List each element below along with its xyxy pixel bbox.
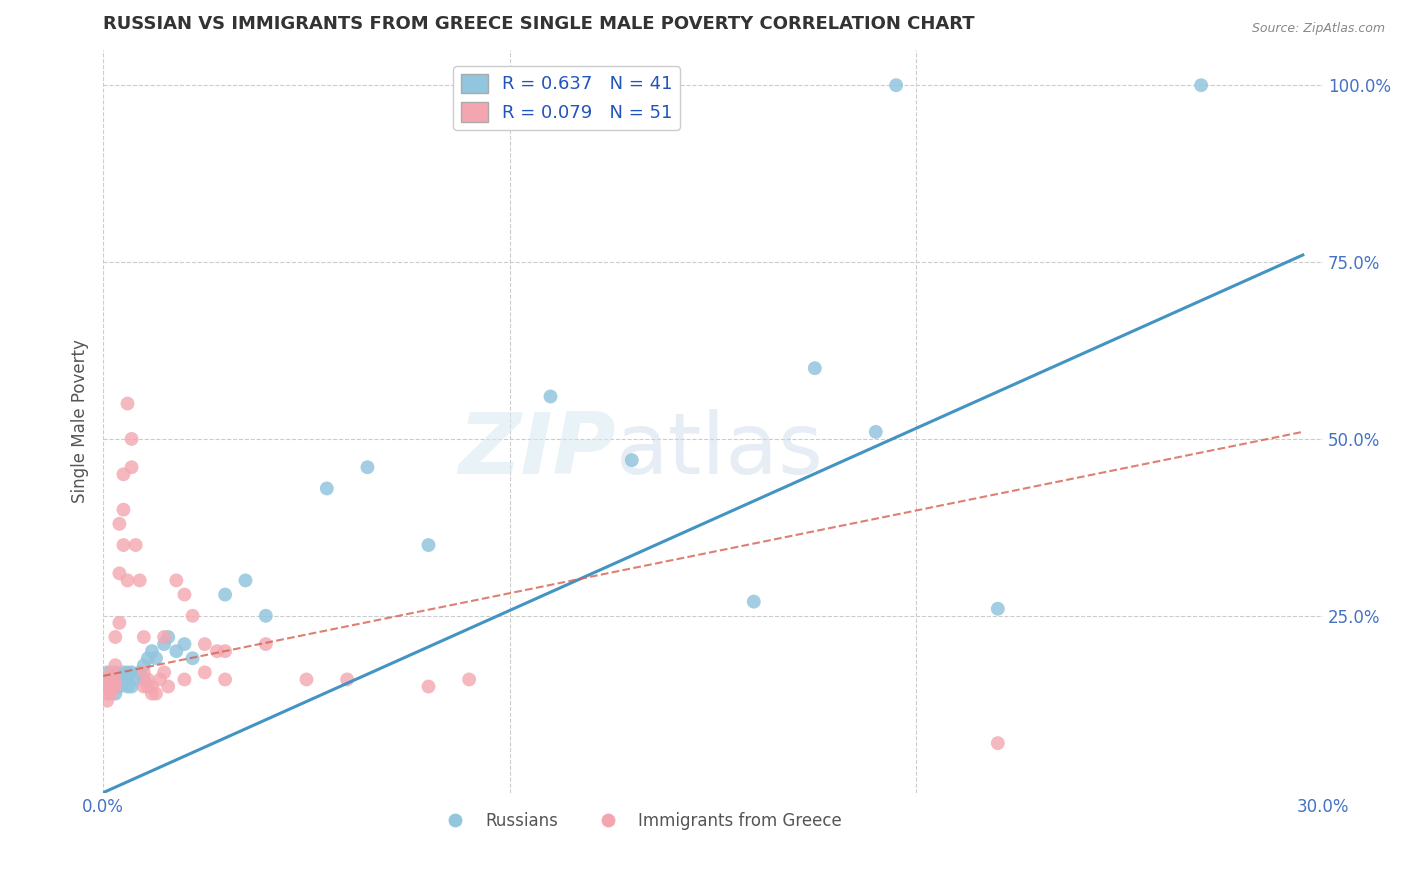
Point <box>136 680 159 694</box>
Point <box>112 673 135 687</box>
Point <box>117 396 139 410</box>
Point <box>112 538 135 552</box>
Point <box>136 651 159 665</box>
Point <box>121 460 143 475</box>
Point <box>117 665 139 680</box>
Point <box>100 665 122 680</box>
Point <box>153 637 176 651</box>
Point <box>620 453 643 467</box>
Point <box>100 680 122 694</box>
Y-axis label: Single Male Poverty: Single Male Poverty <box>72 339 89 503</box>
Point <box>108 680 131 694</box>
Point <box>124 538 146 552</box>
Point <box>117 574 139 588</box>
Point <box>128 665 150 680</box>
Point <box>987 736 1010 750</box>
Point <box>153 630 176 644</box>
Point <box>100 680 122 694</box>
Point <box>153 665 176 680</box>
Point <box>132 658 155 673</box>
Point <box>336 673 359 687</box>
Point <box>104 630 127 644</box>
Point <box>121 665 143 680</box>
Point <box>96 680 118 694</box>
Point <box>108 673 131 687</box>
Point <box>194 665 217 680</box>
Point <box>108 566 131 581</box>
Point <box>104 687 127 701</box>
Point <box>100 687 122 701</box>
Point <box>315 482 337 496</box>
Point <box>165 574 187 588</box>
Legend: Russians, Immigrants from Greece: Russians, Immigrants from Greece <box>432 805 848 837</box>
Point <box>235 574 257 588</box>
Point <box>104 665 127 680</box>
Text: atlas: atlas <box>616 409 824 492</box>
Point <box>100 673 122 687</box>
Point <box>112 467 135 482</box>
Point <box>145 687 167 701</box>
Point <box>132 680 155 694</box>
Point <box>117 680 139 694</box>
Point <box>987 601 1010 615</box>
Point <box>104 673 127 687</box>
Point <box>865 425 887 439</box>
Point <box>132 673 155 687</box>
Point <box>157 680 180 694</box>
Point <box>100 673 122 687</box>
Point <box>356 460 378 475</box>
Point <box>141 687 163 701</box>
Point <box>124 673 146 687</box>
Point <box>254 608 277 623</box>
Point <box>136 673 159 687</box>
Point <box>96 665 118 680</box>
Text: Source: ZipAtlas.com: Source: ZipAtlas.com <box>1251 22 1385 36</box>
Point <box>145 651 167 665</box>
Point <box>418 680 440 694</box>
Point <box>108 615 131 630</box>
Point <box>295 673 318 687</box>
Point <box>112 502 135 516</box>
Point <box>194 637 217 651</box>
Point <box>141 680 163 694</box>
Text: RUSSIAN VS IMMIGRANTS FROM GREECE SINGLE MALE POVERTY CORRELATION CHART: RUSSIAN VS IMMIGRANTS FROM GREECE SINGLE… <box>103 15 974 33</box>
Point <box>254 637 277 651</box>
Point <box>157 630 180 644</box>
Point <box>108 516 131 531</box>
Point <box>884 78 907 93</box>
Point <box>165 644 187 658</box>
Point <box>540 389 562 403</box>
Point <box>149 673 172 687</box>
Point <box>804 361 827 376</box>
Point <box>458 673 481 687</box>
Point <box>96 673 118 687</box>
Point <box>121 432 143 446</box>
Text: ZIP: ZIP <box>458 409 616 492</box>
Point <box>205 644 228 658</box>
Point <box>173 637 195 651</box>
Point <box>173 588 195 602</box>
Point <box>117 673 139 687</box>
Point <box>418 538 440 552</box>
Point <box>181 608 204 623</box>
Point <box>132 630 155 644</box>
Point <box>214 588 236 602</box>
Point <box>121 680 143 694</box>
Point <box>96 687 118 701</box>
Point <box>1189 78 1212 93</box>
Point <box>173 673 195 687</box>
Point <box>128 574 150 588</box>
Point <box>181 651 204 665</box>
Point <box>104 658 127 673</box>
Point <box>214 673 236 687</box>
Point <box>214 644 236 658</box>
Point <box>104 680 127 694</box>
Point <box>742 594 765 608</box>
Point <box>96 680 118 694</box>
Point <box>112 665 135 680</box>
Point <box>96 694 118 708</box>
Point <box>132 665 155 680</box>
Point <box>141 644 163 658</box>
